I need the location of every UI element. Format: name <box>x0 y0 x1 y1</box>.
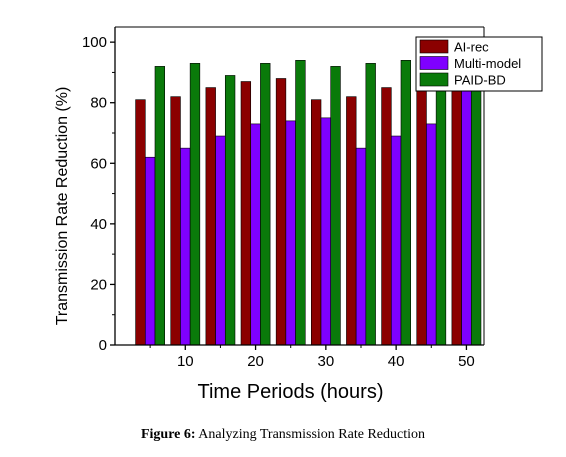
legend-swatch <box>419 56 449 70</box>
figure-caption: Figure 6: Analyzing Transmission Rate Re… <box>0 427 566 443</box>
bar-paid-bd <box>400 60 411 345</box>
bar-multi-model <box>144 156 156 345</box>
legend-label: AI-rec <box>454 40 489 55</box>
bar-paid-bd <box>154 66 165 345</box>
legend-swatch <box>419 72 449 87</box>
x-tick-label: 50 <box>458 353 475 370</box>
x-tick-label: 10 <box>177 353 194 370</box>
bar-paid-bd <box>330 66 341 345</box>
bar-ai-rec <box>135 99 146 345</box>
y-tick-label: 100 <box>82 34 107 51</box>
bar-series-group <box>135 44 482 345</box>
bar-paid-bd <box>365 63 376 345</box>
bar-ai-rec <box>416 81 427 345</box>
bar-multi-model <box>320 117 332 345</box>
bar-multi-model <box>461 87 472 345</box>
bar-paid-bd <box>189 63 201 345</box>
legend-swatch <box>419 39 449 54</box>
bar-multi-model <box>390 135 402 345</box>
bar-paid-bd <box>295 60 306 345</box>
y-tick-label: 80 <box>90 95 107 112</box>
bar-paid-bd <box>224 75 236 345</box>
bar-ai-rec <box>275 78 287 345</box>
bar-paid-bd <box>435 56 447 345</box>
x-tick-label: 40 <box>388 353 405 370</box>
bar-multi-model <box>250 123 261 345</box>
bar-multi-model <box>180 147 191 345</box>
x-tick-label: 20 <box>247 353 264 370</box>
x-axis-title: Time Periods (hours) <box>198 381 384 403</box>
x-tick-label: 30 <box>318 353 335 370</box>
bar-ai-rec <box>170 96 181 345</box>
bar-ai-rec <box>311 99 322 345</box>
bar-multi-model <box>355 147 367 345</box>
legend-label: PAID-BD <box>454 73 506 88</box>
bar-multi-model <box>426 123 437 345</box>
caption-label: Figure 6: <box>140 427 196 442</box>
y-tick-label: 40 <box>90 216 107 233</box>
bars-group <box>135 44 482 345</box>
legend-label: Multi-model <box>454 56 521 71</box>
caption-text: Analyzing Transmission Rate Reduction <box>195 427 426 442</box>
bar-paid-bd <box>260 63 271 345</box>
bar-ai-rec <box>381 87 392 345</box>
bar-ai-rec <box>346 96 357 345</box>
y-tick-label: 60 <box>90 155 107 172</box>
bar-chart: 0 20 40 60 80 100 10 20 30 40 50 Time Periods (hour… <box>54 26 543 403</box>
bar-ai-rec <box>451 69 462 345</box>
bar-ai-rec <box>205 87 216 345</box>
bar-multi-model <box>285 120 296 345</box>
bar-multi-model <box>215 135 226 345</box>
bar-ai-rec <box>240 81 252 345</box>
y-tick-label: 0 <box>99 337 107 354</box>
y-axis-title: Transmission Rate Reduction (%) <box>54 87 71 326</box>
y-tick-label: 20 <box>90 276 107 293</box>
